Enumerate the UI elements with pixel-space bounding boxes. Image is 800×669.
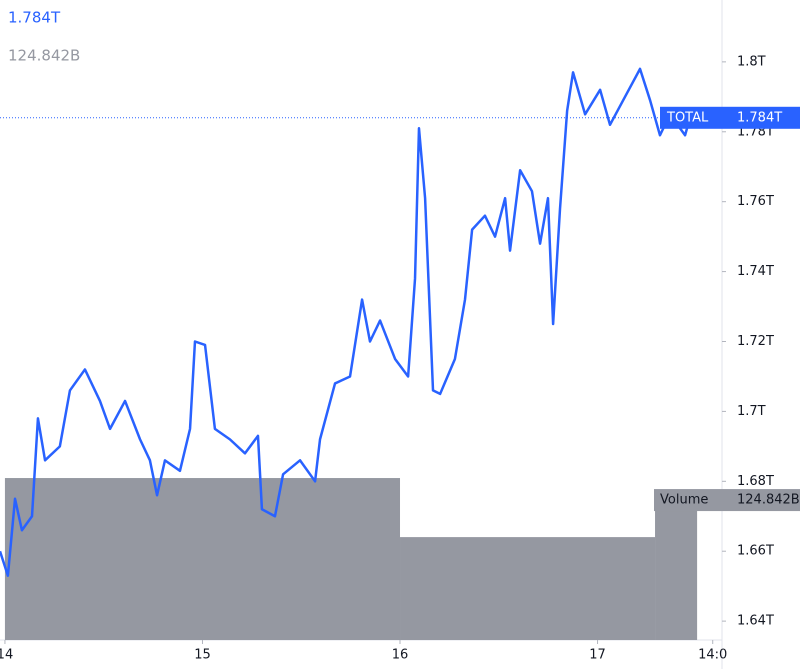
x-tick-label: 17 [589, 648, 606, 663]
price-header: 1.784T [8, 9, 61, 27]
x-tick-label: 14 [0, 648, 13, 663]
volume-bar [655, 500, 698, 640]
y-tick-label: 1.66T [737, 544, 774, 559]
price-line [0, 67, 692, 577]
price-label-box [660, 106, 800, 129]
volume-bar [4, 478, 401, 640]
volume-header: 124.842B [8, 47, 80, 65]
y-tick-label: 1.64T [737, 614, 774, 629]
y-tick-label: 1.68T [737, 474, 774, 489]
x-tick-label: 14:0 [698, 648, 727, 663]
volume-last-label: 124.842B [737, 493, 800, 508]
volume-label-box [654, 489, 800, 512]
plot-area [0, 67, 722, 640]
y-tick-label: 1.7T [737, 404, 766, 419]
x-tick-label: 15 [194, 648, 211, 663]
y-tick-label: 1.74T [737, 264, 774, 279]
y-tick-label: 1.72T [737, 334, 774, 349]
y-tick-label: 1.8T [737, 54, 766, 69]
price-last-label: 1.784T [737, 110, 782, 125]
y-tick-label: 1.76T [737, 194, 774, 209]
volume-bar [400, 537, 656, 640]
price-legend: TOTAL [666, 110, 709, 125]
volume-legend: Volume [660, 493, 708, 508]
x-tick-label: 16 [392, 648, 409, 663]
